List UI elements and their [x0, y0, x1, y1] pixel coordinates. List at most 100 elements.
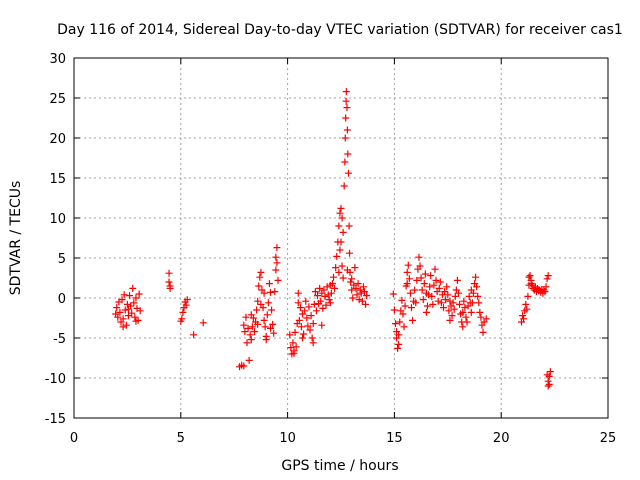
data-point [391, 320, 399, 328]
data-point [312, 307, 320, 315]
data-point [113, 304, 121, 312]
data-point [261, 323, 269, 331]
data-point [357, 289, 365, 297]
x-axis-ticks: 0 5 10 15 20 25 [70, 58, 616, 446]
data-point [429, 300, 437, 308]
data-point [338, 262, 346, 270]
data-point [399, 310, 407, 318]
data-point [121, 306, 129, 314]
data-point [428, 292, 436, 300]
data-point [273, 259, 281, 267]
data-point [132, 294, 140, 302]
data-point [335, 268, 343, 276]
data-point [412, 299, 420, 307]
x-axis-title: GPS time / hours [281, 458, 398, 474]
data-point [342, 114, 350, 122]
data-point [129, 284, 137, 292]
data-point [477, 313, 485, 321]
data-point [479, 328, 487, 336]
data-point [450, 305, 458, 313]
data-point [446, 316, 454, 324]
data-point [523, 305, 531, 313]
data-point [337, 204, 345, 212]
y-tick-label: -5 [53, 332, 66, 347]
data-point [440, 304, 448, 312]
data-point [254, 320, 262, 328]
data-point [524, 292, 532, 300]
data-point [394, 344, 402, 352]
data-point [389, 290, 397, 298]
data-point [320, 286, 328, 294]
data-point [294, 299, 302, 307]
data-point [448, 312, 456, 320]
data-point [123, 300, 131, 308]
data-point [446, 297, 454, 305]
data-point [473, 283, 481, 291]
data-point [406, 289, 414, 297]
data-point [267, 288, 275, 296]
data-point [326, 299, 334, 307]
data-point [546, 368, 554, 376]
y-tick-label: 5 [58, 252, 66, 267]
data-point [333, 252, 341, 260]
data-point [451, 292, 459, 300]
data-point [395, 340, 403, 348]
data-point [421, 270, 429, 278]
data-point [272, 253, 280, 261]
data-point [297, 323, 305, 331]
data-point [415, 253, 423, 261]
data-point [244, 324, 252, 332]
data-point [317, 297, 325, 305]
data-point [136, 307, 144, 315]
data-point [418, 286, 426, 294]
x-tick-label: 0 [70, 431, 78, 446]
data-point [454, 289, 462, 297]
data-point [359, 283, 367, 291]
data-point [337, 238, 345, 246]
data-point [344, 169, 352, 177]
data-point [343, 104, 351, 112]
data-point [306, 326, 314, 334]
data-point [349, 294, 357, 302]
data-point [119, 315, 127, 323]
data-point [460, 297, 468, 305]
data-point [393, 328, 401, 336]
data-point [240, 362, 248, 370]
data-point [362, 300, 370, 308]
data-point [390, 306, 398, 314]
data-point [434, 297, 442, 305]
data-point [545, 380, 553, 388]
data-point [246, 331, 254, 339]
data-point [544, 382, 552, 390]
x-tick-label: 25 [600, 431, 617, 446]
data-point [260, 316, 268, 324]
data-point [459, 323, 467, 331]
data-point [449, 299, 457, 307]
data-point [119, 323, 127, 331]
plot-frame [73, 57, 609, 419]
data-point [268, 306, 276, 314]
data-point [467, 286, 475, 294]
data-point [347, 278, 355, 286]
data-point [411, 286, 419, 294]
x-tick-label: 15 [386, 431, 403, 446]
data-point [425, 291, 433, 299]
data-point [339, 274, 347, 282]
data-point [541, 288, 549, 296]
data-point [345, 222, 353, 230]
data-point [404, 261, 412, 269]
data-point [348, 275, 356, 283]
y-tick-label: 10 [49, 212, 66, 227]
data-point [290, 349, 298, 357]
data-point [416, 262, 424, 270]
data-point [273, 244, 281, 252]
data-point [430, 281, 438, 289]
data-point [254, 297, 262, 305]
data-point [299, 334, 307, 342]
data-point [403, 280, 411, 288]
data-point [122, 321, 130, 329]
data-point [132, 317, 140, 325]
data-point [462, 313, 470, 321]
data-point [519, 312, 527, 320]
